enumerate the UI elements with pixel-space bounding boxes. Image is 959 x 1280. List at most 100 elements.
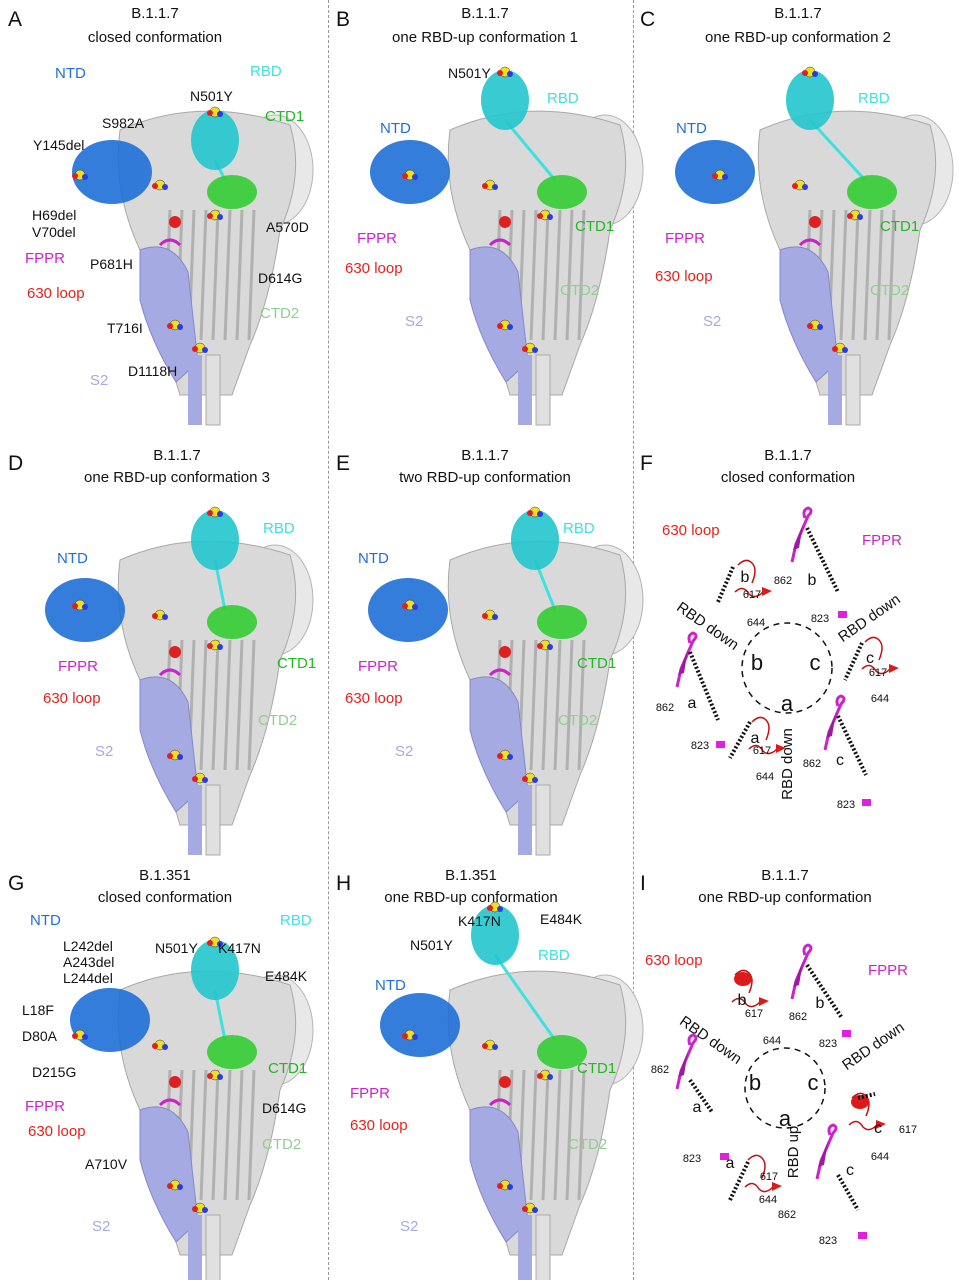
label-630-loop: 630 loop bbox=[345, 690, 403, 707]
panel-letter: D bbox=[8, 452, 24, 475]
residue-number: 644 bbox=[756, 771, 774, 783]
mutation-label: K417N bbox=[458, 913, 501, 929]
helix bbox=[199, 1069, 208, 1201]
mutation-label: L18F bbox=[22, 1002, 54, 1018]
mutation-sphere bbox=[507, 324, 513, 330]
residue-number: 644 bbox=[871, 1151, 889, 1163]
panel-title-conformation: closed conformation bbox=[87, 29, 223, 46]
mutation-sphere bbox=[497, 70, 503, 76]
label-s2: S2 bbox=[400, 1218, 419, 1235]
mutation-sphere bbox=[487, 905, 493, 911]
label-630-loop: 630 loop bbox=[28, 1123, 86, 1140]
label-fppr: FPPR bbox=[665, 230, 706, 247]
rbd-linker bbox=[808, 118, 867, 182]
residue-number: 823 bbox=[819, 1235, 837, 1247]
rbd-state-label: RBD down bbox=[779, 728, 796, 800]
helix bbox=[863, 209, 872, 341]
label-fppr: FPPR bbox=[25, 250, 66, 267]
mutation-sphere bbox=[412, 604, 418, 610]
label-ntd: NTD bbox=[30, 912, 61, 929]
label-ntd: NTD bbox=[57, 550, 88, 567]
ctd1-domain bbox=[207, 175, 257, 209]
residue-number: 823 bbox=[819, 1038, 837, 1050]
protomer-label: b bbox=[741, 569, 750, 586]
label-ctd1: CTD1 bbox=[577, 655, 617, 672]
protomer-label: b bbox=[816, 995, 825, 1012]
mutation-sphere bbox=[547, 1074, 553, 1080]
label-rbd: RBD bbox=[538, 947, 570, 964]
rbd-domain bbox=[471, 905, 519, 965]
loop-630-motif bbox=[499, 216, 511, 228]
s2-domain bbox=[469, 676, 529, 813]
label-fppr: FPPR bbox=[358, 658, 399, 675]
protomer-label: c bbox=[836, 752, 844, 769]
helix bbox=[247, 639, 256, 771]
mutation-sphere bbox=[207, 510, 213, 516]
loop-630-ribbon bbox=[737, 559, 756, 584]
panel-title-variant: B.1.1.7 bbox=[761, 867, 809, 884]
mutation-sphere bbox=[802, 70, 808, 76]
panel-title-variant: B.1.1.7 bbox=[153, 447, 201, 464]
rbd-domain bbox=[511, 510, 559, 570]
label-fppr: FPPR bbox=[58, 658, 99, 675]
loop-630-strand bbox=[762, 587, 772, 596]
label-ntd: NTD bbox=[676, 120, 707, 137]
residue-number: 862 bbox=[778, 1209, 796, 1221]
helix bbox=[553, 1069, 562, 1201]
mutation-sphere bbox=[522, 346, 528, 352]
mutation-label: T716I bbox=[107, 320, 143, 336]
disordered-linker bbox=[836, 1174, 860, 1211]
mutation-sphere bbox=[412, 1034, 418, 1040]
mutation-sphere bbox=[192, 346, 198, 352]
residue-number: 823 bbox=[811, 613, 829, 625]
ntd-domain bbox=[380, 993, 460, 1057]
spike-structure-h bbox=[380, 901, 644, 1280]
rbd-linker bbox=[493, 954, 557, 1041]
mutation-sphere bbox=[207, 1073, 213, 1079]
fppr-ribbon bbox=[675, 631, 698, 688]
helix bbox=[223, 639, 232, 771]
s2-domain bbox=[469, 246, 529, 383]
label-630-loop: 630 loop bbox=[655, 268, 713, 285]
rbd-domain bbox=[481, 70, 529, 130]
fppr-motif bbox=[158, 238, 182, 247]
stalk-gray bbox=[205, 1214, 221, 1280]
loop-630-ribbon bbox=[744, 1182, 774, 1193]
rbd-state-label: RBD down bbox=[676, 1013, 744, 1068]
label-ctd1: CTD1 bbox=[575, 218, 615, 235]
panel-title-variant: B.1.351 bbox=[445, 867, 497, 884]
protomer-label: c bbox=[874, 1120, 882, 1137]
label-fppr: FPPR bbox=[350, 1085, 391, 1102]
mutation-label: L242del bbox=[63, 938, 113, 954]
residue-number: 862 bbox=[774, 575, 792, 587]
mutation-label: A243del bbox=[63, 954, 115, 970]
spike-structure-e bbox=[368, 506, 644, 856]
stalk-gray bbox=[205, 354, 221, 426]
mutation-sphere bbox=[152, 1043, 158, 1049]
panel-title-variant: B.1.1.7 bbox=[461, 5, 509, 22]
protomer-label: a bbox=[693, 1099, 702, 1116]
mutation-sphere bbox=[507, 1184, 513, 1190]
helix bbox=[211, 639, 220, 771]
mutation-sphere bbox=[177, 324, 183, 330]
mutation-sphere bbox=[82, 174, 88, 180]
label-ctd2: CTD2 bbox=[560, 282, 600, 299]
label-630-loop: 630 loop bbox=[345, 260, 403, 277]
mutation-sphere bbox=[492, 614, 498, 620]
residue-number: 644 bbox=[747, 617, 765, 629]
panel-letter: A bbox=[8, 8, 23, 31]
disordered-linker bbox=[805, 963, 844, 1020]
helix bbox=[529, 1069, 538, 1201]
helix bbox=[529, 639, 538, 771]
protomer-label: a bbox=[779, 1106, 792, 1131]
fppr-terminus bbox=[838, 611, 847, 618]
label-ctd2: CTD2 bbox=[558, 712, 598, 729]
mutation-sphere bbox=[522, 776, 528, 782]
panel-title-conformation: closed conformation bbox=[720, 469, 856, 486]
label-s2: S2 bbox=[90, 372, 109, 389]
mutation-sphere bbox=[522, 1206, 528, 1212]
label-ctd2: CTD2 bbox=[260, 305, 300, 322]
fppr-motif bbox=[488, 1098, 512, 1107]
mutation-sphere bbox=[192, 776, 198, 782]
panel-letter: F bbox=[640, 452, 653, 475]
